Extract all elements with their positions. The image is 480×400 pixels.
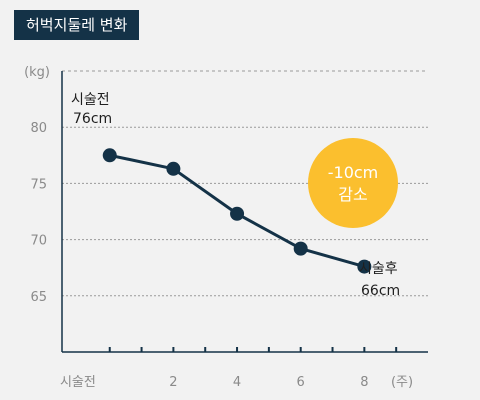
- start-annotation-value: 76cm: [73, 111, 112, 127]
- x-tick-label: 2: [169, 375, 177, 390]
- x-unit-label: (주): [391, 375, 413, 390]
- y-tick-label: 65: [30, 290, 47, 305]
- reduction-badge: [308, 138, 398, 228]
- end-annotation-label: 시술후: [359, 261, 398, 277]
- end-annotation-value: 66cm: [361, 283, 400, 299]
- data-point: [103, 148, 117, 162]
- data-point: [166, 162, 180, 176]
- y-unit-label: (kg): [24, 65, 50, 80]
- y-tick-label: 75: [30, 177, 47, 192]
- x-tick-label: 4: [233, 375, 241, 390]
- reduction-badge-label: 감소: [338, 185, 367, 204]
- data-point: [230, 207, 244, 221]
- x-tick-label: 8: [360, 375, 368, 390]
- annotation-layer: 시술전 76cm 시술후 66cm -10cm 감소: [71, 92, 400, 299]
- start-annotation-label: 시술전: [71, 92, 110, 108]
- x-tick-label: 6: [297, 375, 305, 390]
- y-tick-label: 80: [30, 121, 47, 136]
- x-tick-label: 시술전: [60, 375, 96, 390]
- y-tick-label: 70: [30, 234, 47, 249]
- data-point: [294, 242, 308, 256]
- reduction-badge-value: -10cm: [328, 163, 379, 182]
